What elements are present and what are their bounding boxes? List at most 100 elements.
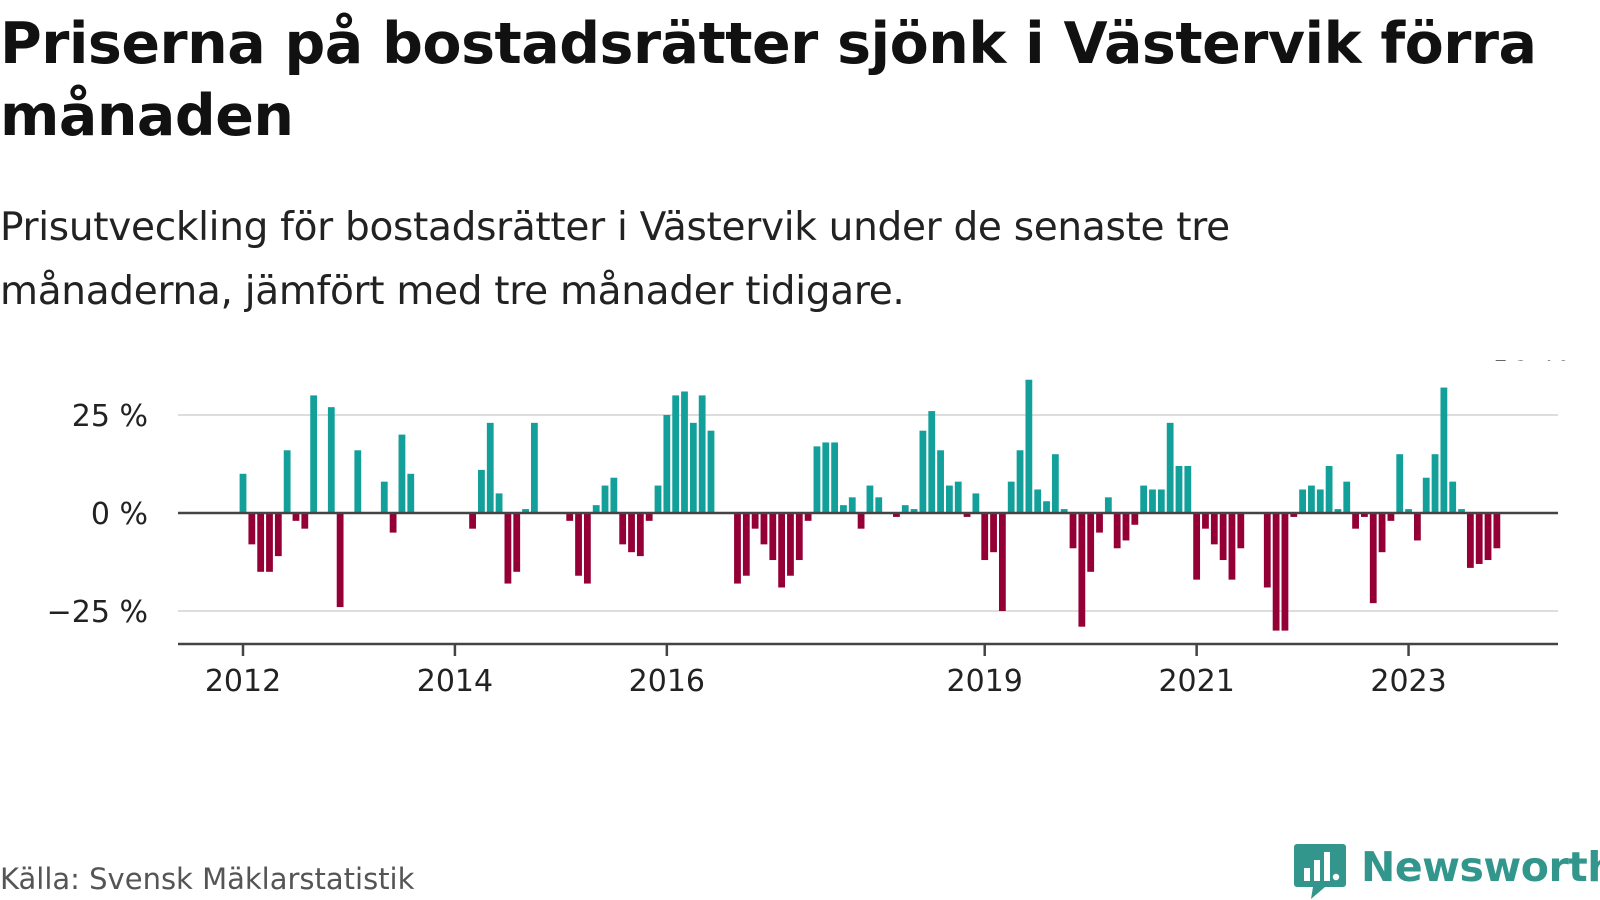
bar bbox=[919, 430, 927, 513]
bar bbox=[760, 513, 768, 545]
bar bbox=[1290, 513, 1298, 517]
bar bbox=[1325, 465, 1333, 513]
bar bbox=[1025, 379, 1033, 513]
bar bbox=[1343, 481, 1351, 513]
bar bbox=[707, 430, 715, 513]
bar bbox=[981, 513, 989, 561]
bar bbox=[1157, 489, 1165, 513]
bar bbox=[469, 513, 476, 529]
bar bbox=[1140, 485, 1148, 513]
bar bbox=[1122, 513, 1130, 541]
bar bbox=[1069, 513, 1077, 549]
bar bbox=[486, 422, 494, 513]
bar bbox=[946, 485, 953, 513]
bar bbox=[1184, 465, 1192, 513]
x-tick-label: 2014 bbox=[417, 664, 493, 699]
bar bbox=[769, 513, 777, 561]
bar bbox=[389, 513, 397, 533]
source-note: Källa: Svensk Mäklarstatistik bbox=[0, 862, 415, 896]
grid-lines bbox=[178, 414, 1558, 612]
bar bbox=[1078, 513, 1086, 627]
bar bbox=[1034, 489, 1042, 513]
bar bbox=[1193, 513, 1201, 580]
bar bbox=[1308, 485, 1315, 513]
bar bbox=[292, 513, 300, 521]
bar bbox=[1449, 481, 1457, 513]
newsworthy-logo-icon bbox=[1294, 844, 1346, 899]
bar bbox=[1060, 509, 1068, 513]
bar bbox=[1175, 465, 1183, 513]
brand-logo[interactable]: Newsworthy bbox=[1293, 842, 1600, 900]
bar bbox=[795, 513, 803, 561]
bar bbox=[601, 485, 609, 513]
bar bbox=[787, 513, 794, 576]
x-tick-label: 2023 bbox=[1370, 664, 1446, 699]
bar bbox=[478, 469, 485, 513]
bar bbox=[1413, 513, 1421, 541]
bar bbox=[407, 473, 415, 513]
bar bbox=[504, 513, 512, 584]
bar bbox=[1299, 489, 1306, 513]
bar bbox=[1113, 513, 1121, 549]
bars bbox=[239, 379, 1501, 631]
bar bbox=[972, 493, 980, 513]
bar bbox=[901, 505, 909, 513]
bar bbox=[619, 513, 627, 545]
bar bbox=[813, 446, 821, 513]
bar bbox=[566, 513, 574, 521]
bar bbox=[1272, 513, 1280, 631]
bar bbox=[274, 513, 282, 557]
bar bbox=[840, 505, 847, 513]
bar bbox=[663, 415, 671, 513]
bar bbox=[1228, 513, 1236, 580]
bar bbox=[822, 442, 830, 513]
bar bbox=[1378, 513, 1386, 553]
bar bbox=[1263, 513, 1271, 588]
bar bbox=[1396, 454, 1404, 513]
bar bbox=[1352, 513, 1359, 529]
bar bbox=[513, 513, 521, 572]
bar bbox=[248, 513, 256, 545]
bar bbox=[354, 450, 362, 513]
bar bbox=[266, 513, 273, 572]
bar bbox=[1484, 513, 1492, 561]
bar bbox=[1043, 501, 1050, 513]
page-subtitle: Prisutveckling för bostadsrätter i Väste… bbox=[0, 205, 1230, 314]
bar bbox=[1202, 513, 1209, 529]
bar bbox=[910, 509, 918, 513]
bar bbox=[495, 493, 503, 513]
y-tick-label: 25 % bbox=[72, 399, 148, 434]
bar bbox=[1493, 513, 1501, 549]
bar bbox=[1316, 489, 1324, 513]
x-tick-label: 2021 bbox=[1158, 664, 1234, 699]
bar bbox=[583, 513, 591, 584]
bar-chart: 25 % 0 % −25 % 2012 2014 2016 2019 2021 2023 −9 % bbox=[47, 360, 1570, 699]
bar bbox=[301, 513, 309, 529]
labels: 25 % 0 % −25 % 2012 2014 2016 2019 2021 2023 −9 % bbox=[47, 360, 1570, 699]
bar bbox=[1475, 513, 1483, 564]
bar bbox=[742, 513, 750, 576]
bar bbox=[681, 391, 688, 513]
bar bbox=[1281, 513, 1289, 631]
bar bbox=[1361, 513, 1368, 517]
y-tick-label: −25 % bbox=[47, 595, 148, 630]
bar bbox=[698, 395, 706, 513]
bar bbox=[937, 450, 944, 513]
bar bbox=[522, 509, 529, 513]
bar bbox=[990, 513, 997, 553]
bar bbox=[1334, 509, 1342, 513]
bar bbox=[1431, 454, 1439, 513]
bar bbox=[645, 513, 653, 521]
bar bbox=[610, 477, 618, 513]
bar bbox=[380, 481, 388, 513]
bar bbox=[751, 513, 759, 529]
bar bbox=[1405, 509, 1412, 513]
bar bbox=[1007, 481, 1015, 513]
bar bbox=[998, 513, 1006, 611]
bar bbox=[1016, 450, 1024, 513]
bar bbox=[857, 513, 865, 529]
bar bbox=[530, 422, 538, 513]
bar bbox=[1149, 489, 1156, 513]
bar bbox=[928, 411, 936, 513]
bar bbox=[1210, 513, 1218, 545]
